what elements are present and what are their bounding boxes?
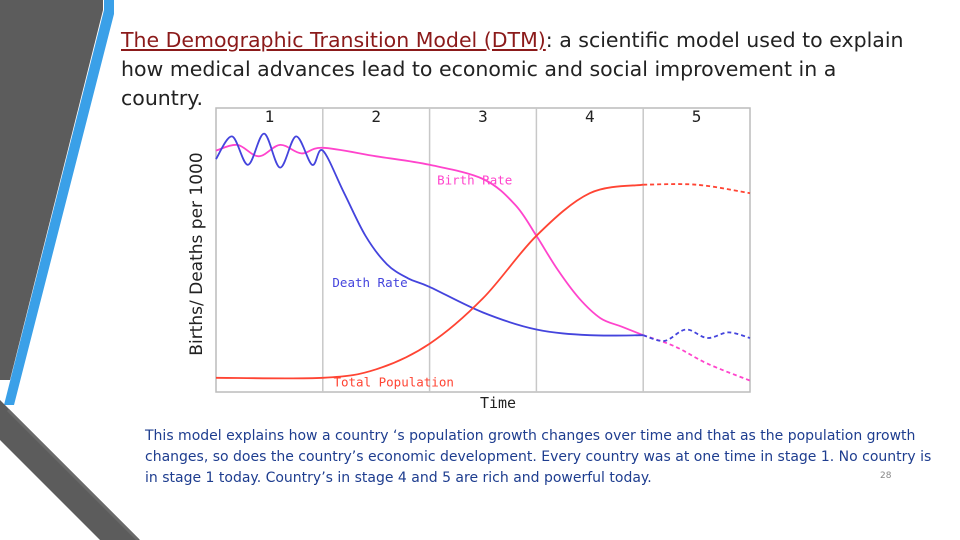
series-total-population xyxy=(215,183,644,380)
title-underlined: The Demographic Transition Model (DTM) xyxy=(121,28,546,52)
series-birth-rate xyxy=(215,143,644,337)
stage-dividers xyxy=(322,108,644,392)
stage-label-5: 5 xyxy=(692,107,702,126)
caption-text: This model explains how a country ‘s pop… xyxy=(145,428,932,486)
y-axis-label: Births/ Deaths per 1000 xyxy=(187,152,207,355)
stage-label-2: 2 xyxy=(371,107,381,126)
label-death-rate: Death Rate xyxy=(332,275,407,290)
page-number: 28 xyxy=(880,471,892,481)
stage-labels: 1 2 3 4 5 xyxy=(265,107,702,126)
left-gray-band xyxy=(0,0,103,380)
x-axis-label: Time xyxy=(480,394,516,412)
left-corner-line xyxy=(6,408,140,540)
dtm-chart: 1 2 3 4 5 Birth Rate Death Rate Total Populati… xyxy=(187,107,751,412)
series-labels: Birth Rate Death Rate Total Population xyxy=(332,173,512,390)
series-death-rate xyxy=(215,132,644,337)
label-birth-rate: Birth Rate xyxy=(437,173,512,188)
series-lines xyxy=(215,132,751,382)
stage-label-1: 1 xyxy=(265,107,275,126)
title-rest: : a scientific model used to explain how… xyxy=(121,28,904,110)
label-total-population: Total Population xyxy=(333,374,453,389)
stage-label-4: 4 xyxy=(585,107,595,126)
left-blue-stripe xyxy=(4,0,114,405)
slide-title: The Demographic Transition Model (DTM): … xyxy=(121,26,921,113)
stage-label-3: 3 xyxy=(478,107,488,126)
plot-frame xyxy=(215,107,751,393)
series-death-rate-projection xyxy=(642,328,751,342)
